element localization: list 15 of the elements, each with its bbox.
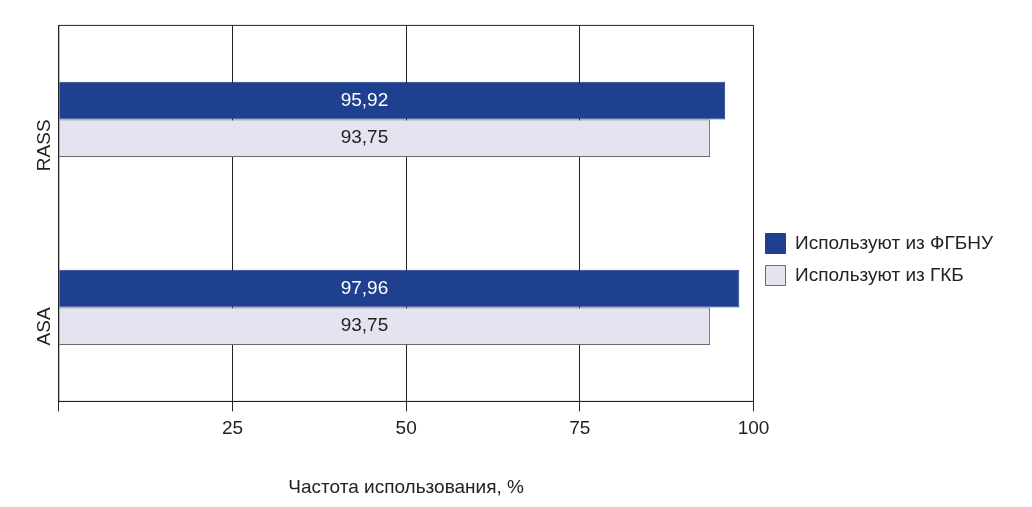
data-label: 97,96 (340, 276, 389, 298)
x-tick-label: 75 (569, 417, 591, 439)
x-tick-label: 100 (737, 417, 770, 439)
data-label: 93,75 (340, 314, 389, 336)
y-tick-label: RASS (33, 119, 55, 172)
legend-label: Используют из ГКБ (795, 263, 964, 285)
x-tick-label: 50 (395, 417, 417, 439)
x-axis-title: Частота использования, % (288, 475, 525, 497)
bar (59, 269, 740, 308)
data-label: 95,92 (340, 88, 389, 110)
x-tick-label: 25 (221, 417, 244, 439)
data-label: 93,75 (340, 126, 389, 148)
bar (59, 81, 726, 120)
y-tick-label: ASA (33, 307, 55, 346)
legend-label: Используют из ФГБНУ (795, 231, 994, 253)
